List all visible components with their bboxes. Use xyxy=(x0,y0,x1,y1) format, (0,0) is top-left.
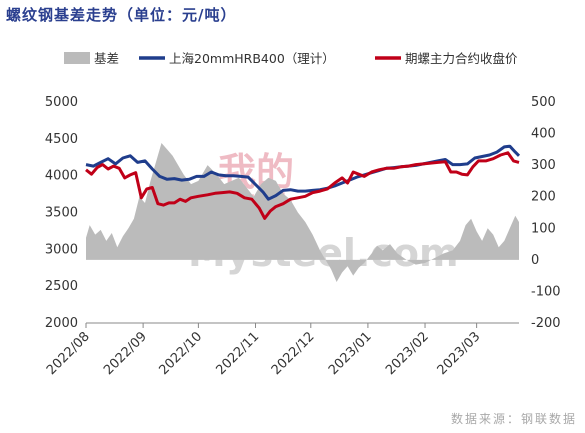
series-futures-price-line xyxy=(85,151,520,220)
x-axis-tick-label: 2023/03 xyxy=(435,329,484,378)
right-axis-tick-label: 200 xyxy=(531,190,556,205)
legend-entry-label: 上海20mmHRB400（理计） xyxy=(169,51,335,66)
right-axis-tick-label: -100 xyxy=(531,284,561,299)
legend-entry-label: 基差 xyxy=(94,51,119,66)
x-axis-tick-label: 2022/09 xyxy=(101,329,150,378)
legend: 基差 上海20mmHRB400（理计） 期螺主力合约收盘价 xyxy=(64,51,518,66)
series-spot-price-line xyxy=(85,144,521,201)
right-axis-tick-label: 400 xyxy=(531,127,556,142)
plot-area xyxy=(85,143,521,282)
right-axis-tick-label: 100 xyxy=(531,221,556,236)
x-axis-tick-label: 2022/11 xyxy=(214,329,263,378)
series-basis-area xyxy=(86,143,519,282)
left-axis-tick-label: 3000 xyxy=(45,242,78,257)
x-axis-tick-label: 2022/10 xyxy=(156,329,205,378)
x-axis-tick-label: 2022/12 xyxy=(269,329,318,378)
left-axis-tick-label: 2500 xyxy=(45,279,78,294)
x-axis-tick-label: 2023/02 xyxy=(383,329,432,378)
right-axis-tick-label: -200 xyxy=(531,316,561,331)
data-source-note: 数据来源：钢联数据 xyxy=(450,412,577,426)
legend-swatch-basis xyxy=(64,52,90,64)
left-axis-tick-label: 3500 xyxy=(45,206,78,221)
legend-entry-label: 期螺主力合约收盘价 xyxy=(405,51,518,66)
left-axis-tick-label: 2000 xyxy=(45,316,78,331)
chart-title: 螺纹钢基差走势（单位：元/吨） xyxy=(6,6,237,24)
left-axis-tick-label: 4000 xyxy=(45,169,78,184)
x-axis-tick-label: 2022/08 xyxy=(44,329,93,378)
left-axis-tick-label: 5000 xyxy=(45,95,78,110)
right-axis-tick-label: 0 xyxy=(531,253,539,268)
right-axis-tick-label: 300 xyxy=(531,158,556,173)
x-axis-tick-label: 2023/01 xyxy=(326,329,375,378)
left-axis-tick-label: 4500 xyxy=(45,132,78,147)
right-axis-tick-label: 500 xyxy=(531,95,556,110)
